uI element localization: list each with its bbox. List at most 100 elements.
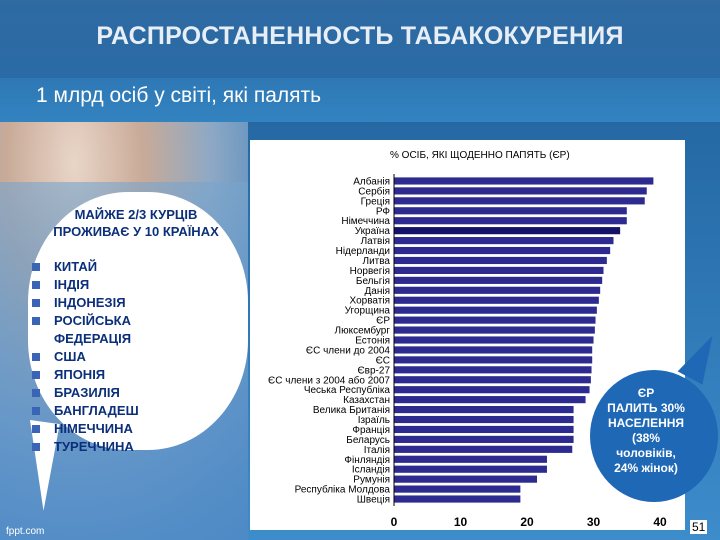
country-list-item: БАНГЛАДЕШ [32,402,139,420]
callout-line: ПАЛИТЬ 30% [607,401,685,415]
country-list-item: ФЕДЕРАЦІЯ [32,330,139,348]
category-label: Греція [361,196,390,207]
country-list-item: БРАЗИЛІЯ [32,384,139,402]
callout-line: НАСЕЛЕННЯ [607,416,685,430]
slide-title: РАСПРОСТАНЕННОСТЬ ТАБАКОКУРЕНИЯ [96,22,624,50]
bar-23 [394,405,574,414]
category-label: Данія [365,286,391,297]
bar-6 [394,237,614,245]
bar-14 [394,316,596,324]
callout-bubble [590,370,718,502]
bullet-square-icon [32,281,40,289]
bar-18 [394,356,593,364]
category-label: Литва [363,256,391,267]
footer-brand: fppt.com [6,526,45,537]
bar-19 [394,366,592,374]
category-label: Люксембург [335,325,391,337]
bar-29 [394,465,547,473]
category-label: Євр-27 [357,365,390,376]
bar-11 [394,286,601,294]
bar-4 [394,217,627,225]
country-list-label: ФЕДЕРАЦІЯ [54,331,132,346]
category-label: Чеська Республіка [304,384,391,396]
category-label: Велика Британія [313,405,390,416]
bar-20 [394,376,591,384]
callout-text: ЄР ПАЛИТЬ 30% НАСЕЛЕННЯ (38% чоловіків, 24% ж… [596,386,696,476]
bar-24 [394,415,574,424]
category-label: Норвегія [350,266,390,277]
x-tick-label: 30 [587,515,601,529]
category-label: Німеччина [341,216,390,227]
bar-28 [394,455,547,463]
category-label: Україна [355,226,391,237]
bar-12 [394,296,599,304]
bar-31 [394,485,521,493]
x-tick-label: 10 [454,515,468,529]
bar-10 [394,276,603,284]
country-list-label: НІМЕЧЧИНА [54,421,133,436]
bar-27 [394,445,573,453]
slide-subtitle: 1 млрд осіб у світі, які палять [36,84,322,107]
bullet-square-icon [32,389,40,397]
bar-30 [394,475,537,483]
category-label: Ісландія [352,465,390,476]
country-list: КИТАЙ ІНДІЯ ІНДОНЕЗІЯ РОСІЙСЬКА ФЕДЕРАЦІЯ США… [32,258,139,456]
category-label: Фінляндія [344,455,390,466]
country-list-label: США [54,349,86,364]
callout-line: ЄР [637,386,655,400]
country-list-label: ТУРЕЧЧИНА [54,439,134,454]
category-label: Казахстан [343,395,390,406]
bar-25 [394,425,574,434]
bar-9 [394,266,604,275]
country-list-item: ІНДОНЕЗІЯ [32,294,139,312]
x-tick-label: 40 [653,515,667,529]
category-label: Нідерланди [336,246,390,257]
bar-22 [394,396,586,404]
bar-8 [394,256,607,265]
country-list-item: ТУРЕЧЧИНА [32,438,139,456]
category-label: Хорватія [350,296,390,307]
bar-0 [394,177,654,185]
bar-13 [394,306,597,314]
subtitle-band [0,78,720,122]
category-label: Беларусь [346,435,390,446]
category-label: Республіка Молдова [295,484,391,496]
bar-3 [394,207,627,215]
bar-1 [394,187,647,195]
x-tick-label: 0 [391,515,398,529]
country-list-item: КИТАЙ [32,258,139,276]
callout-line: (38% [631,431,660,445]
bullet-square-icon [32,371,40,379]
bullet-square-icon [32,425,40,433]
category-label: Ізраїль [358,415,390,426]
bullet-square-icon [32,353,40,361]
country-list-label: ІНДІЯ [54,277,90,292]
bar-26 [394,435,574,443]
country-list-label: ЯПОНІЯ [54,367,106,382]
category-label: ЄР [376,316,390,327]
country-list-item: НІМЕЧЧИНА [32,420,139,438]
country-list-item: США [32,348,139,366]
category-label: Бельгія [356,276,390,287]
category-label: РФ [376,206,391,217]
bar-21 [394,386,590,394]
country-list-item: ЯПОНІЯ [32,366,139,384]
bar-7 [394,246,611,255]
country-list-label: РОСІЙСЬКА [54,313,132,328]
category-label: Франція [352,425,390,436]
chart-title: % ОСІБ, ЯКІ ЩОДЕННО ПАПЯТЬ (ЄР) [390,150,570,161]
bar-5 [394,227,621,235]
category-label: Латвія [361,236,390,247]
category-label: Естонія [355,336,390,347]
bullet-square-icon [32,263,40,271]
x-tick-label: 20 [520,515,534,529]
category-label: ЄС [376,355,390,366]
category-label: ЄС члени з 2004 або 2007 [268,374,390,386]
bar-2 [394,197,645,205]
callout-line: 24% жінок) [614,461,678,475]
country-list-label: ІНДОНЕЗІЯ [54,295,126,310]
callout-line: чоловіків, [616,446,676,460]
bubble-heading: МАЙЖЕ 2/3 КУРЦІВ ПРОЖИВАЄ У 10 КРАЇНАХ [53,207,219,239]
